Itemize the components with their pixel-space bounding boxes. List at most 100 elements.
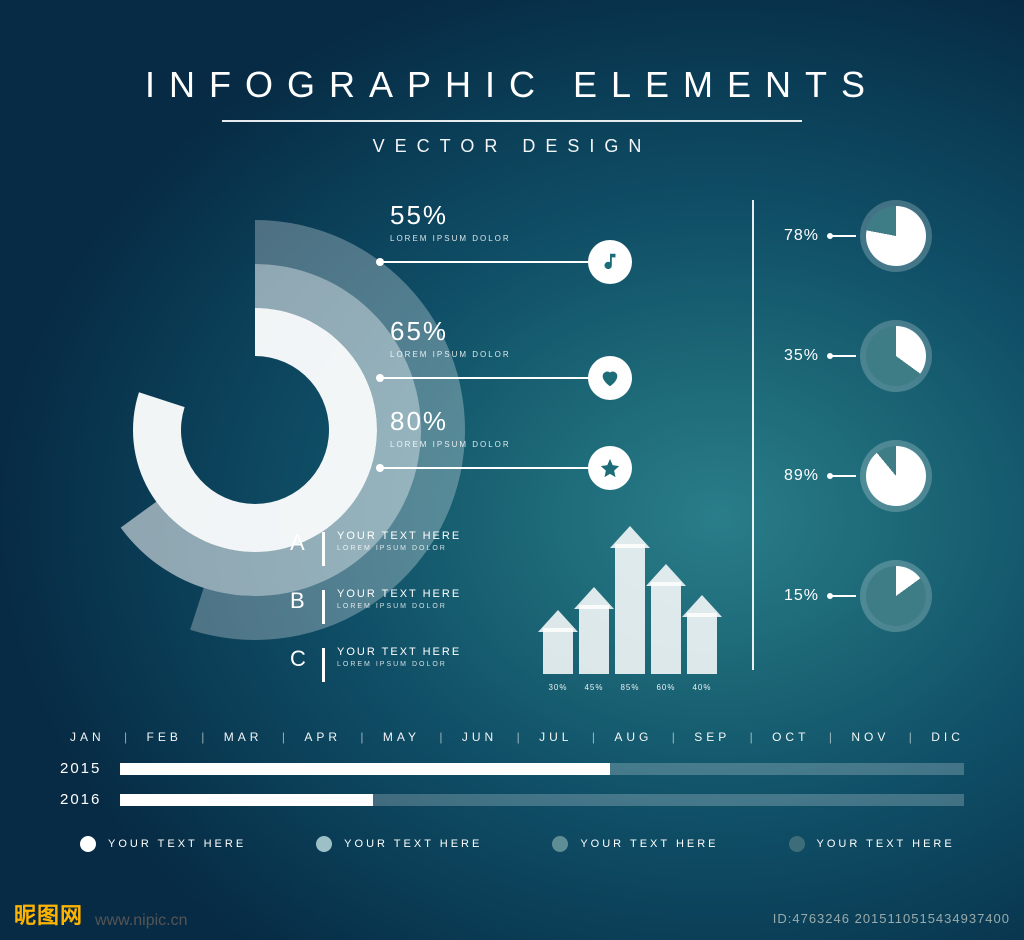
mini-pie-leader (830, 235, 856, 237)
dot-legend: YOUR TEXT HERE YOUR TEXT HERE YOUR TEXT HE… (80, 836, 964, 852)
abc-divider (322, 648, 325, 682)
dot-label: YOUR TEXT HERE (580, 838, 718, 850)
mini-pie-row-1: 35% (784, 320, 962, 392)
abc-text: YOUR TEXT HERELOREM IPSUM DOLOR (337, 530, 461, 552)
dot-legend-item-0: YOUR TEXT HERE (80, 836, 246, 852)
mini-pie-row-3: 15% (784, 560, 962, 632)
arrow-bar-0 (543, 628, 573, 674)
leader-percent: 65% (390, 316, 448, 347)
leader-subtext: LOREM IPSUM DOLOR (390, 350, 511, 359)
dot-legend-item-1: YOUR TEXT HERE (316, 836, 482, 852)
month-separator: | (750, 730, 753, 744)
mini-pie-percent: 89% (784, 467, 828, 485)
watermark-logo: 昵图网 (14, 898, 83, 930)
year-track (120, 794, 964, 806)
month-separator: | (282, 730, 285, 744)
arrow-bar-chart: 30%45%85%60%40% (520, 520, 740, 690)
infographic-canvas: INFOGRAPHIC ELEMENTS VECTOR DESIGN 55%LO… (0, 0, 1024, 940)
year-fill (120, 794, 373, 806)
year-row-2016: 2016 (60, 791, 964, 808)
month-separator: | (672, 730, 675, 744)
month-separator: | (124, 730, 127, 744)
mini-pie-chart (860, 200, 932, 272)
dot-swatch (789, 836, 805, 852)
mini-pie-row-2: 89% (784, 440, 962, 512)
abc-row-b: B YOUR TEXT HERELOREM IPSUM DOLOR (290, 588, 461, 624)
arrow-label: 30% (543, 683, 573, 692)
dot-legend-item-2: YOUR TEXT HERE (552, 836, 718, 852)
year-label: 2016 (60, 791, 120, 808)
year-fill (120, 763, 610, 775)
dot-swatch (80, 836, 96, 852)
dot-swatch (552, 836, 568, 852)
abc-row-a: A YOUR TEXT HERELOREM IPSUM DOLOR (290, 530, 461, 566)
watermark-url: www.nipic.cn (95, 912, 187, 930)
month-label: NOV (851, 730, 889, 744)
arrow-label: 45% (579, 683, 609, 692)
year-progress-bars: 2015 2016 (60, 760, 964, 822)
month-label: AUG (614, 730, 652, 744)
year-row-2015: 2015 (60, 760, 964, 777)
abc-text: YOUR TEXT HERELOREM IPSUM DOLOR (337, 646, 461, 668)
arrow-bar-1 (579, 605, 609, 674)
month-separator: | (829, 730, 832, 744)
month-label: APR (304, 730, 341, 744)
arrow-bar-4 (687, 613, 717, 674)
month-label: MAY (383, 730, 420, 744)
year-track (120, 763, 964, 775)
dot-legend-item-3: YOUR TEXT HERE (789, 836, 955, 852)
mini-pie-percent: 78% (784, 227, 828, 245)
leader-row-0: 55%LOREM IPSUM DOLOR (380, 232, 640, 292)
dot-swatch (316, 836, 332, 852)
mini-pie-chart (860, 440, 932, 512)
year-label: 2015 (60, 760, 120, 777)
arrow-label: 85% (615, 683, 645, 692)
star-icon (588, 446, 632, 490)
month-label: SEP (694, 730, 730, 744)
abc-text: YOUR TEXT HERELOREM IPSUM DOLOR (337, 588, 461, 610)
watermark-right: ID:4763246 2015110515434937400 (773, 911, 1010, 926)
abc-letter: B (290, 588, 316, 614)
month-label: JUN (462, 730, 497, 744)
month-separator: | (439, 730, 442, 744)
leader-percent: 55% (390, 200, 448, 231)
month-axis: JAN|FEB|MAR|APR|MAY|JUN|JUL|AUG|SEP|OCT|… (70, 730, 964, 744)
dot-label: YOUR TEXT HERE (344, 838, 482, 850)
page-title: INFOGRAPHIC ELEMENTS (137, 58, 887, 118)
mini-pie-leader (830, 595, 856, 597)
mini-pie-leader (830, 355, 856, 357)
month-label: MAR (224, 730, 263, 744)
heart-icon (588, 356, 632, 400)
watermark-left: 昵图网 www.nipic.cn (14, 898, 188, 930)
mini-pie-chart (860, 320, 932, 392)
leader-subtext: LOREM IPSUM DOLOR (390, 440, 511, 449)
abc-divider (322, 590, 325, 624)
mini-pie-leader (830, 475, 856, 477)
mini-pie-chart (860, 560, 932, 632)
arrow-bar-2 (615, 544, 645, 674)
leader-row-1: 65%LOREM IPSUM DOLOR (380, 348, 640, 408)
abc-legend: A YOUR TEXT HERELOREM IPSUM DOLOR B YOUR TE… (290, 530, 461, 704)
abc-letter: A (290, 530, 316, 556)
abc-letter: C (290, 646, 316, 672)
dot-label: YOUR TEXT HERE (108, 838, 246, 850)
month-separator: | (201, 730, 204, 744)
header: INFOGRAPHIC ELEMENTS VECTOR DESIGN (0, 58, 1024, 157)
month-separator: | (592, 730, 595, 744)
mini-pie-column: 78% 35% 89% 15% (752, 200, 962, 670)
month-separator: | (517, 730, 520, 744)
abc-divider (322, 532, 325, 566)
page-subtitle: VECTOR DESIGN (0, 136, 1024, 157)
leader-line (380, 467, 610, 469)
leader-line (380, 377, 610, 379)
leader-subtext: LOREM IPSUM DOLOR (390, 234, 511, 243)
mini-pie-percent: 15% (784, 587, 828, 605)
month-separator: | (909, 730, 912, 744)
radial-arc-2 (133, 308, 377, 552)
month-label: DIC (931, 730, 964, 744)
leader-row-2: 80%LOREM IPSUM DOLOR (380, 438, 640, 498)
music-icon (588, 240, 632, 284)
month-label: OCT (772, 730, 809, 744)
mini-pie-percent: 35% (784, 347, 828, 365)
leader-line (380, 261, 610, 263)
